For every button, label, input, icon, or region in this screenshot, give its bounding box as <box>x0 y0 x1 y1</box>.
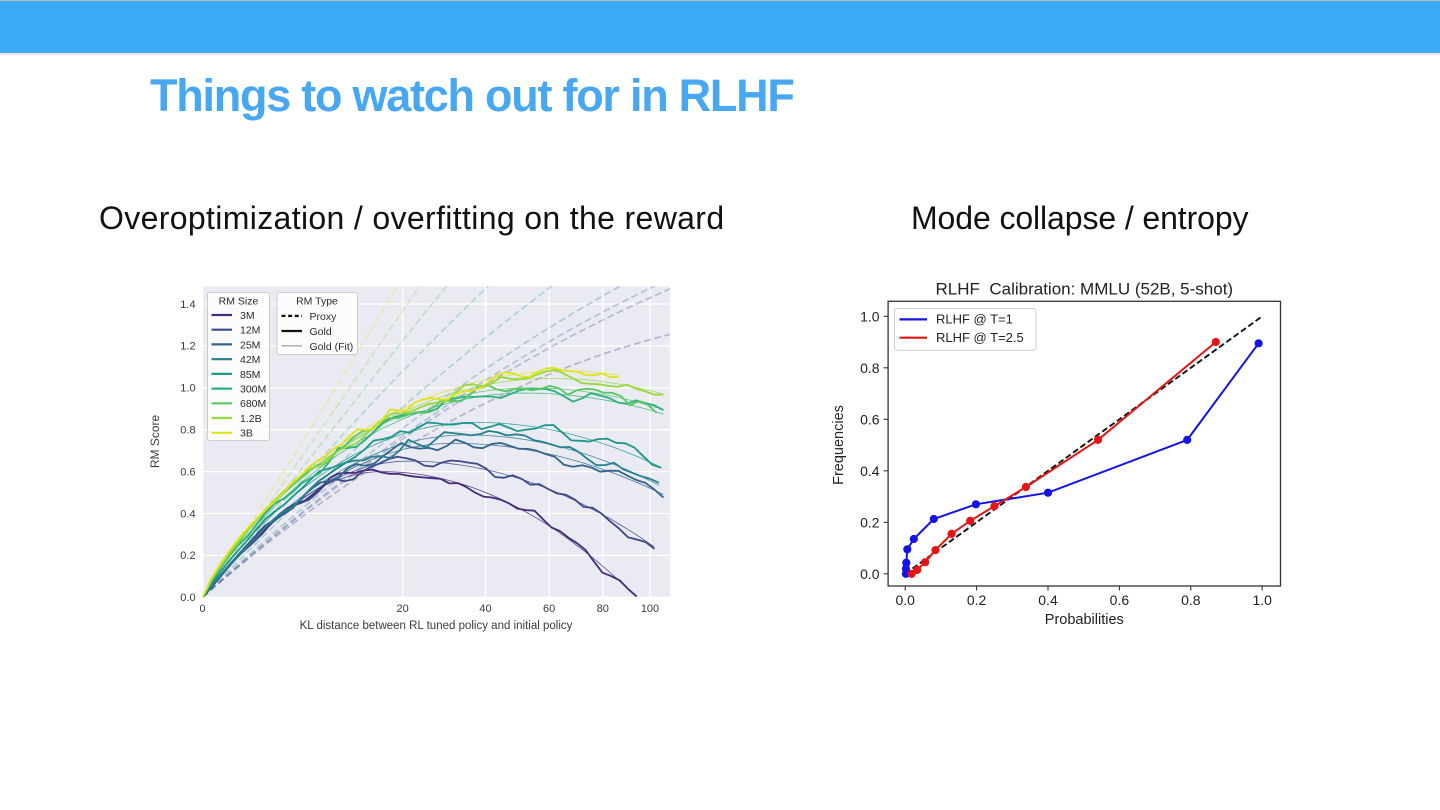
svg-text:3B: 3B <box>240 428 253 440</box>
svg-text:85M: 85M <box>240 369 260 381</box>
svg-text:Gold (Fit): Gold (Fit) <box>310 341 354 353</box>
svg-text:20: 20 <box>397 603 409 615</box>
svg-text:0.6: 0.6 <box>180 466 195 478</box>
svg-text:Gold: Gold <box>310 326 332 338</box>
svg-text:0.4: 0.4 <box>1038 592 1058 608</box>
svg-text:1.4: 1.4 <box>180 299 195 311</box>
svg-text:25M: 25M <box>240 339 260 351</box>
svg-text:0.2: 0.2 <box>180 550 195 562</box>
svg-text:42M: 42M <box>240 354 260 366</box>
svg-text:1.0: 1.0 <box>180 383 195 395</box>
svg-text:0.4: 0.4 <box>180 508 195 520</box>
svg-text:100: 100 <box>641 603 659 615</box>
svg-text:1.0: 1.0 <box>860 308 880 324</box>
svg-text:0.0: 0.0 <box>180 592 195 604</box>
svg-text:0.2: 0.2 <box>967 592 987 608</box>
svg-text:1.0: 1.0 <box>1252 592 1272 608</box>
svg-text:60: 60 <box>543 603 555 615</box>
svg-text:RLHF @ T=2.5: RLHF @ T=2.5 <box>936 330 1024 345</box>
svg-text:0: 0 <box>200 603 206 615</box>
svg-text:300M: 300M <box>240 384 266 396</box>
svg-text:0.8: 0.8 <box>1181 592 1201 608</box>
svg-text:0.2: 0.2 <box>860 514 880 530</box>
svg-text:3M: 3M <box>240 310 255 322</box>
svg-text:0.0: 0.0 <box>860 566 880 582</box>
svg-text:40: 40 <box>479 603 491 615</box>
svg-text:RM Score: RM Score <box>148 415 162 469</box>
svg-text:RM Type: RM Type <box>296 296 338 308</box>
svg-text:RLHF @ T=1: RLHF @ T=1 <box>936 312 1013 327</box>
svg-text:1.2B: 1.2B <box>240 413 262 425</box>
svg-text:KL distance between RL tuned p: KL distance between RL tuned policy and … <box>300 620 573 632</box>
svg-text:RLHF Calibration: MMLU (52B,: RLHF Calibration: MMLU (52B, 5-shot) <box>936 280 1234 299</box>
svg-text:Proxy: Proxy <box>310 311 338 323</box>
svg-text:0.4: 0.4 <box>860 463 880 479</box>
svg-text:680M: 680M <box>240 398 266 410</box>
svg-text:RM Size: RM Size <box>219 296 259 308</box>
svg-text:0.6: 0.6 <box>860 411 880 427</box>
svg-text:0.8: 0.8 <box>180 425 195 437</box>
svg-text:0.6: 0.6 <box>1110 592 1130 608</box>
svg-text:Probabilities: Probabilities <box>1045 612 1124 628</box>
svg-text:Frequencies: Frequencies <box>831 405 847 485</box>
svg-text:12M: 12M <box>240 325 260 337</box>
svg-text:0.8: 0.8 <box>860 360 880 376</box>
svg-text:80: 80 <box>597 603 609 615</box>
svg-text:1.2: 1.2 <box>180 341 195 353</box>
svg-text:0.0: 0.0 <box>895 592 915 608</box>
